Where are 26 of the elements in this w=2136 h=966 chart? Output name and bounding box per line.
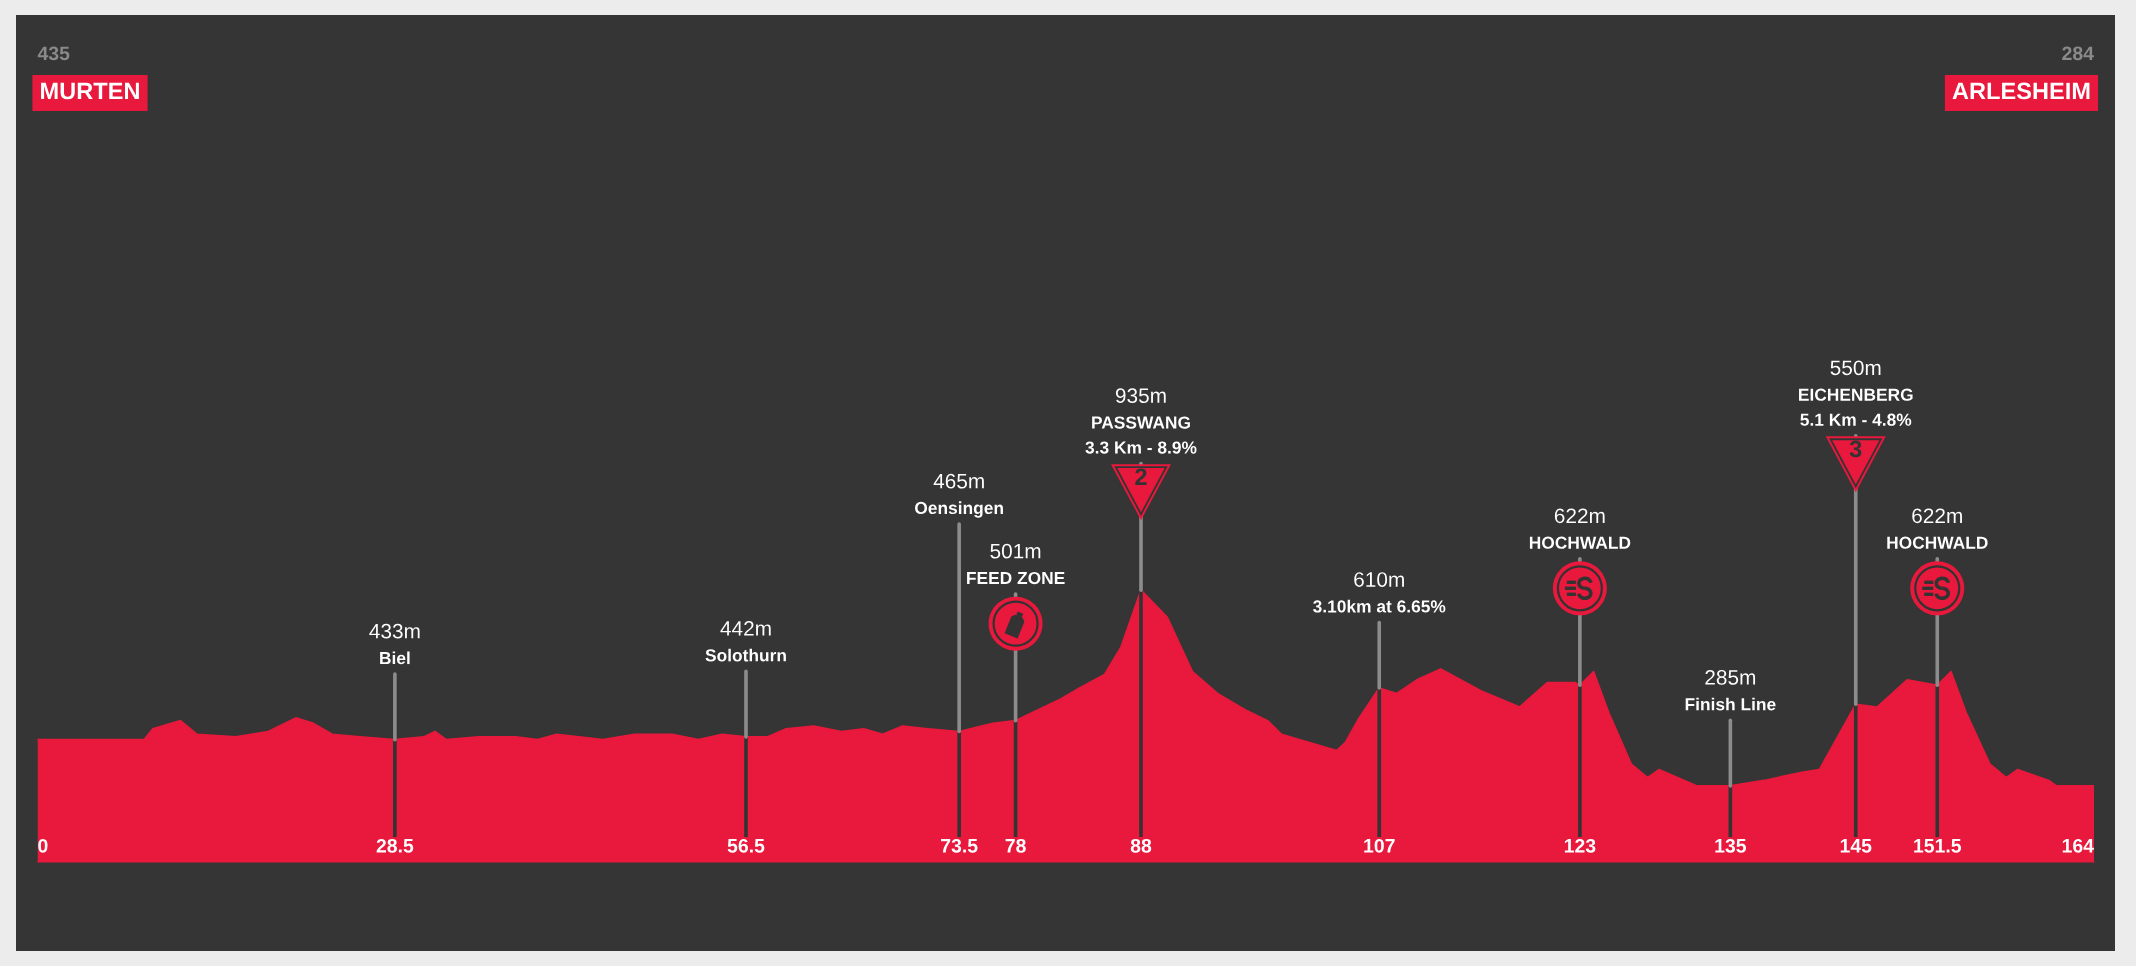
x-tick-label: 164 [2062,838,2094,853]
annotation: 465m Oensingen [915,473,1003,518]
x-tick-label: 145 [1840,839,1872,853]
annotation: 610m 3.10km at 6.65% [1313,572,1446,613]
text: 3 [1849,440,1862,458]
annotation: 433m Biel [369,623,420,665]
x-tick-label: 151.5 [1914,839,1962,853]
text: 435 MURTEN [37,46,139,100]
x-tick-label: 88 [1130,838,1152,853]
text: 284 ARLESHEIM [1952,46,2094,100]
annotation: 442m Solothurn [705,621,786,662]
annotation: 285m Finish Line [1685,670,1776,711]
annotation: 935m PASSWANG 3.3 Km - 8.9% [1085,388,1197,454]
x-tick-label: 107 [1364,838,1395,853]
x-tick-label: 28.5 [376,838,414,853]
x-tick-label: 135 [1715,838,1747,853]
x-tick-label: 78 [1005,838,1026,853]
annotation: 622m HOCHWALD [1529,508,1631,549]
x-tick-label: 73.5 [941,838,978,853]
annotation: 550m EICHENBERG 5.1 Km - 4.8% [1799,360,1913,426]
x-tick-label: 56.5 [727,838,765,853]
annotation: 501m FEED ZONE [967,543,1065,585]
x-tick-label: 0 [38,838,48,853]
x-tick-label: 123 [1564,838,1596,853]
annotation: 622m HOCHWALD [1887,508,1988,549]
text: 2 [1135,468,1147,485]
